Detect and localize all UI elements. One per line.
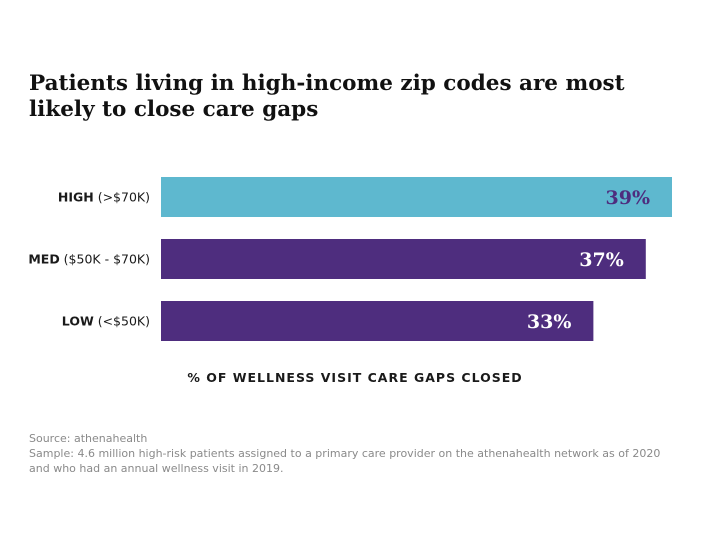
footnote: Source: athenahealth Sample: 4.6 million… xyxy=(29,431,679,476)
bar-high xyxy=(161,177,672,217)
data-label-low: 33% xyxy=(527,311,572,333)
bar-med xyxy=(161,239,646,279)
data-label-high: 39% xyxy=(606,187,651,209)
chart-title: Patients living in high-income zip codes… xyxy=(29,71,625,122)
category-label-med: MED ($50K - $70K) xyxy=(28,252,150,267)
footnote-sample: Sample: 4.6 million high-risk patients a… xyxy=(29,447,661,475)
category-label-low: LOW (<$50K) xyxy=(62,314,150,329)
bar-low xyxy=(161,301,594,341)
footnote-source: Source: athenahealth xyxy=(29,432,148,445)
data-label-med: 37% xyxy=(579,249,624,271)
x-axis-title: % OF WELLNESS VISIT CARE GAPS CLOSED xyxy=(187,370,522,385)
category-label-high: HIGH (>$70K) xyxy=(58,190,150,205)
